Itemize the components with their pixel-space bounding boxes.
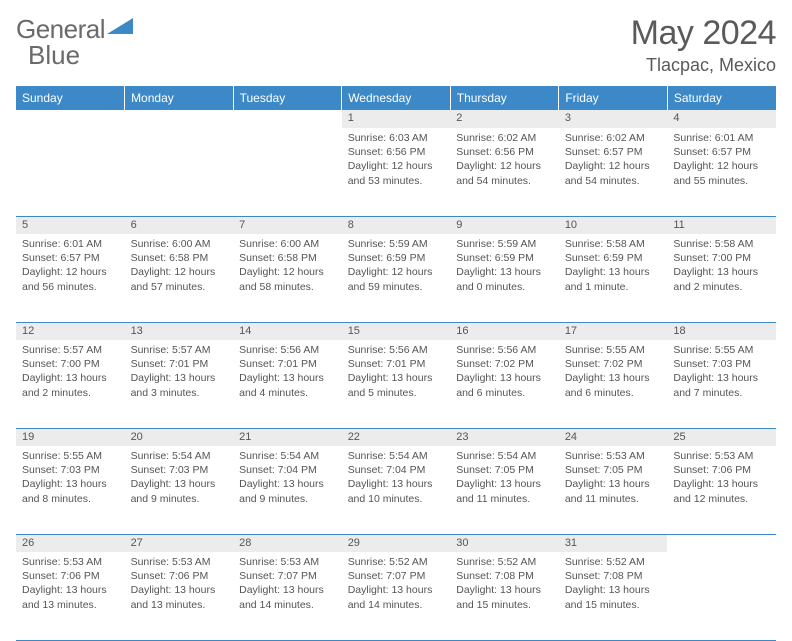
day-number-cell: 25 bbox=[667, 428, 776, 446]
day-header: Friday bbox=[559, 86, 668, 110]
day-content-cell: Sunrise: 5:57 AMSunset: 7:01 PMDaylight:… bbox=[125, 340, 234, 428]
day-number-cell: 20 bbox=[125, 428, 234, 446]
day-content-cell: Sunrise: 5:55 AMSunset: 7:02 PMDaylight:… bbox=[559, 340, 668, 428]
day-number-cell: 23 bbox=[450, 428, 559, 446]
location-label: Tlacpac, Mexico bbox=[631, 55, 776, 76]
day-number-cell: 31 bbox=[559, 534, 668, 552]
day-number-cell: 26 bbox=[16, 534, 125, 552]
day-content-cell: Sunrise: 5:53 AMSunset: 7:05 PMDaylight:… bbox=[559, 446, 668, 534]
day-number-cell: 30 bbox=[450, 534, 559, 552]
day-number-cell: 15 bbox=[342, 322, 451, 340]
day-content-cell: Sunrise: 5:56 AMSunset: 7:01 PMDaylight:… bbox=[233, 340, 342, 428]
day-header: Tuesday bbox=[233, 86, 342, 110]
day-number-cell: 19 bbox=[16, 428, 125, 446]
day-number-cell: 21 bbox=[233, 428, 342, 446]
day-number-cell: 12 bbox=[16, 322, 125, 340]
day-content-cell: Sunrise: 5:53 AMSunset: 7:06 PMDaylight:… bbox=[667, 446, 776, 534]
day-number-cell bbox=[16, 110, 125, 128]
day-content-cell: Sunrise: 5:57 AMSunset: 7:00 PMDaylight:… bbox=[16, 340, 125, 428]
day-content-cell bbox=[125, 128, 234, 216]
day-content-cell: Sunrise: 5:59 AMSunset: 6:59 PMDaylight:… bbox=[342, 234, 451, 322]
day-header: Sunday bbox=[16, 86, 125, 110]
day-number-cell: 24 bbox=[559, 428, 668, 446]
day-content-cell: Sunrise: 5:54 AMSunset: 7:05 PMDaylight:… bbox=[450, 446, 559, 534]
day-content-cell: Sunrise: 5:53 AMSunset: 7:06 PMDaylight:… bbox=[125, 552, 234, 640]
day-header: Monday bbox=[125, 86, 234, 110]
day-number-cell: 11 bbox=[667, 216, 776, 234]
day-content-cell: Sunrise: 5:53 AMSunset: 7:06 PMDaylight:… bbox=[16, 552, 125, 640]
day-number-cell: 9 bbox=[450, 216, 559, 234]
day-content-cell: Sunrise: 5:54 AMSunset: 7:04 PMDaylight:… bbox=[233, 446, 342, 534]
day-number-cell: 3 bbox=[559, 110, 668, 128]
day-content-cell: Sunrise: 6:03 AMSunset: 6:56 PMDaylight:… bbox=[342, 128, 451, 216]
day-number-cell: 6 bbox=[125, 216, 234, 234]
day-header: Thursday bbox=[450, 86, 559, 110]
day-header: Saturday bbox=[667, 86, 776, 110]
day-number-cell: 10 bbox=[559, 216, 668, 234]
day-content-cell: Sunrise: 6:00 AMSunset: 6:58 PMDaylight:… bbox=[233, 234, 342, 322]
day-content-cell: Sunrise: 6:00 AMSunset: 6:58 PMDaylight:… bbox=[125, 234, 234, 322]
day-number-cell: 2 bbox=[450, 110, 559, 128]
day-content-cell: Sunrise: 5:55 AMSunset: 7:03 PMDaylight:… bbox=[667, 340, 776, 428]
day-number-cell: 13 bbox=[125, 322, 234, 340]
day-header: Wednesday bbox=[342, 86, 451, 110]
day-number-cell: 27 bbox=[125, 534, 234, 552]
day-number-cell: 16 bbox=[450, 322, 559, 340]
day-content-cell bbox=[16, 128, 125, 216]
day-number-cell bbox=[667, 534, 776, 552]
day-number-cell: 4 bbox=[667, 110, 776, 128]
day-number-cell: 22 bbox=[342, 428, 451, 446]
day-number-cell: 7 bbox=[233, 216, 342, 234]
day-number-cell: 29 bbox=[342, 534, 451, 552]
day-content-cell: Sunrise: 5:54 AMSunset: 7:04 PMDaylight:… bbox=[342, 446, 451, 534]
day-content-cell: Sunrise: 5:55 AMSunset: 7:03 PMDaylight:… bbox=[16, 446, 125, 534]
day-content-cell: Sunrise: 6:02 AMSunset: 6:57 PMDaylight:… bbox=[559, 128, 668, 216]
day-content-cell: Sunrise: 5:58 AMSunset: 6:59 PMDaylight:… bbox=[559, 234, 668, 322]
triangle-icon bbox=[107, 16, 133, 43]
page-header: General May 2024 Tlacpac, Mexico bbox=[16, 14, 776, 76]
day-number-cell: 18 bbox=[667, 322, 776, 340]
day-content-cell: Sunrise: 5:58 AMSunset: 7:00 PMDaylight:… bbox=[667, 234, 776, 322]
day-number-cell: 1 bbox=[342, 110, 451, 128]
day-number-cell: 17 bbox=[559, 322, 668, 340]
day-content-cell: Sunrise: 5:59 AMSunset: 6:59 PMDaylight:… bbox=[450, 234, 559, 322]
month-title: May 2024 bbox=[631, 14, 776, 53]
day-content-cell: Sunrise: 5:53 AMSunset: 7:07 PMDaylight:… bbox=[233, 552, 342, 640]
day-content-cell: Sunrise: 5:56 AMSunset: 7:01 PMDaylight:… bbox=[342, 340, 451, 428]
day-number-cell bbox=[233, 110, 342, 128]
day-number-cell bbox=[125, 110, 234, 128]
day-content-cell bbox=[667, 552, 776, 640]
day-number-cell: 8 bbox=[342, 216, 451, 234]
day-content-cell: Sunrise: 5:56 AMSunset: 7:02 PMDaylight:… bbox=[450, 340, 559, 428]
calendar-head: SundayMondayTuesdayWednesdayThursdayFrid… bbox=[16, 86, 776, 110]
title-block: May 2024 Tlacpac, Mexico bbox=[631, 14, 776, 76]
calendar-body: 1234 Sunrise: 6:03 AMSunset: 6:56 PMDayl… bbox=[16, 110, 776, 640]
day-content-cell: Sunrise: 6:01 AMSunset: 6:57 PMDaylight:… bbox=[16, 234, 125, 322]
day-content-cell: Sunrise: 5:54 AMSunset: 7:03 PMDaylight:… bbox=[125, 446, 234, 534]
day-number-cell: 5 bbox=[16, 216, 125, 234]
calendar-table: SundayMondayTuesdayWednesdayThursdayFrid… bbox=[16, 86, 776, 641]
day-content-cell: Sunrise: 6:01 AMSunset: 6:57 PMDaylight:… bbox=[667, 128, 776, 216]
day-content-cell bbox=[233, 128, 342, 216]
day-content-cell: Sunrise: 6:02 AMSunset: 6:56 PMDaylight:… bbox=[450, 128, 559, 216]
day-content-cell: Sunrise: 5:52 AMSunset: 7:08 PMDaylight:… bbox=[450, 552, 559, 640]
day-content-cell: Sunrise: 5:52 AMSunset: 7:07 PMDaylight:… bbox=[342, 552, 451, 640]
day-number-cell: 14 bbox=[233, 322, 342, 340]
day-number-cell: 28 bbox=[233, 534, 342, 552]
day-content-cell: Sunrise: 5:52 AMSunset: 7:08 PMDaylight:… bbox=[559, 552, 668, 640]
logo-text-blue: Blue bbox=[28, 40, 80, 71]
